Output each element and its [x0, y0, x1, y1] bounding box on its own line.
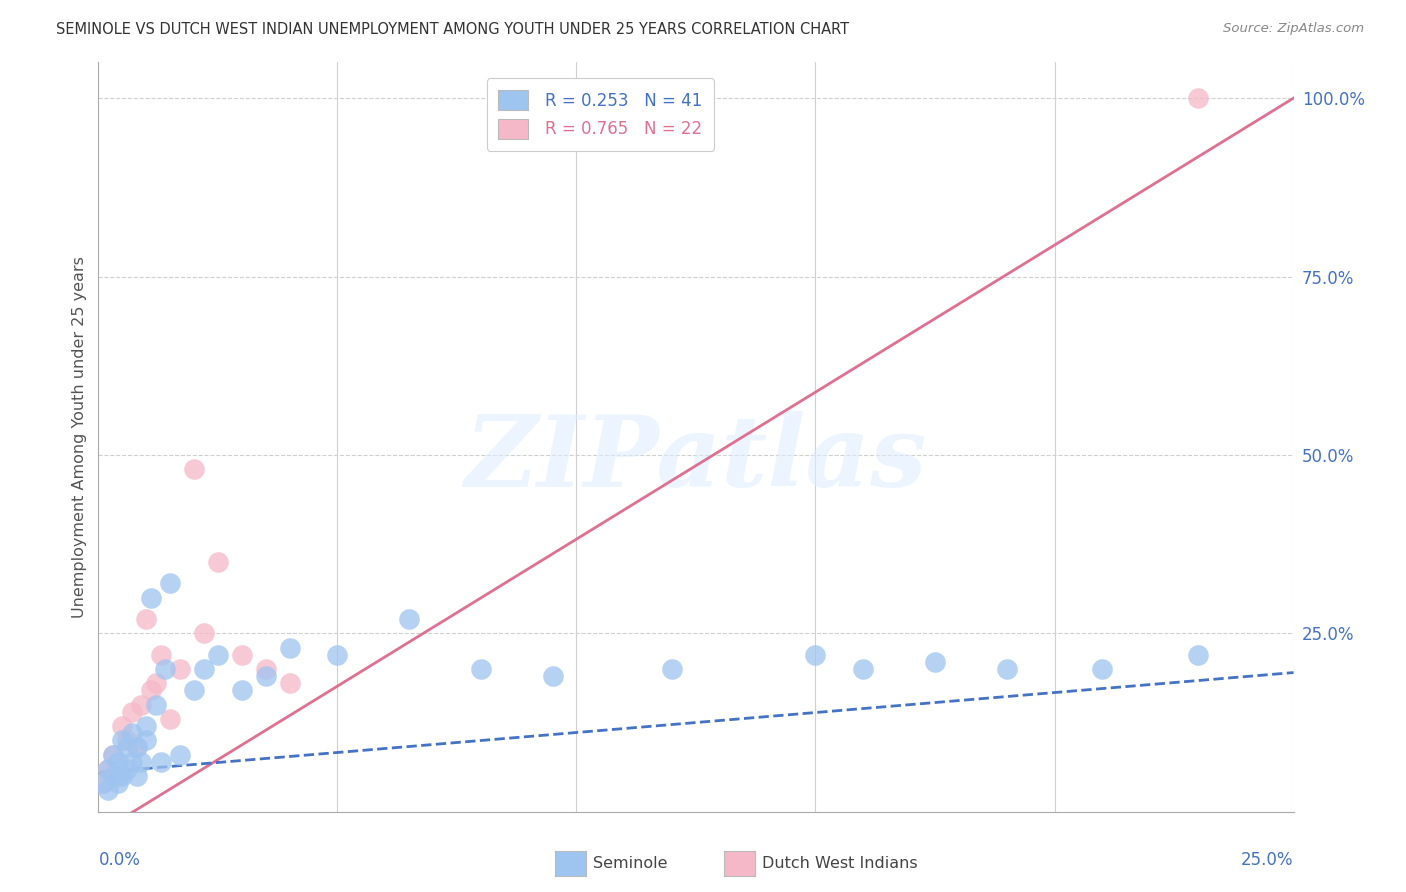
Text: 0.0%: 0.0% — [98, 851, 141, 869]
Text: Dutch West Indians: Dutch West Indians — [762, 856, 918, 871]
Point — [121, 705, 143, 719]
Point — [121, 755, 143, 769]
Point — [135, 612, 157, 626]
Point — [254, 662, 277, 676]
Text: Seminole: Seminole — [593, 856, 668, 871]
Point — [183, 683, 205, 698]
Point — [131, 698, 153, 712]
Point — [852, 662, 875, 676]
Point — [470, 662, 492, 676]
Point — [101, 747, 124, 762]
Point — [149, 755, 172, 769]
Point — [398, 612, 420, 626]
Point — [125, 769, 148, 783]
Point — [107, 755, 129, 769]
Point — [231, 683, 253, 698]
Point — [1187, 91, 1209, 105]
Point — [97, 762, 120, 776]
Point — [115, 733, 138, 747]
Point — [278, 640, 301, 655]
Point — [278, 676, 301, 690]
Point — [155, 662, 177, 676]
Point — [207, 555, 229, 569]
Point — [111, 733, 134, 747]
Point — [107, 776, 129, 790]
Point — [135, 733, 157, 747]
Point — [135, 719, 157, 733]
Point — [149, 648, 172, 662]
Text: 25.0%: 25.0% — [1241, 851, 1294, 869]
Point — [101, 769, 124, 783]
Point — [97, 762, 120, 776]
Point — [193, 626, 215, 640]
Point — [121, 726, 143, 740]
Point — [139, 591, 162, 605]
Point — [131, 755, 153, 769]
Point — [159, 712, 181, 726]
Point — [169, 662, 191, 676]
Point — [115, 740, 138, 755]
Point — [804, 648, 827, 662]
Point — [661, 662, 683, 676]
Point — [125, 740, 148, 755]
Point — [207, 648, 229, 662]
Point — [91, 776, 114, 790]
Point — [326, 648, 349, 662]
Point — [139, 683, 162, 698]
Point — [995, 662, 1018, 676]
Point — [145, 698, 167, 712]
Text: ZIPatlas: ZIPatlas — [465, 411, 927, 508]
Point — [1187, 648, 1209, 662]
Legend: R = 0.253   N = 41, R = 0.765   N = 22: R = 0.253 N = 41, R = 0.765 N = 22 — [486, 78, 714, 151]
Point — [145, 676, 167, 690]
Y-axis label: Unemployment Among Youth under 25 years: Unemployment Among Youth under 25 years — [72, 256, 87, 618]
Point — [193, 662, 215, 676]
Point — [231, 648, 253, 662]
Point — [125, 740, 148, 755]
Point — [91, 776, 114, 790]
Point — [111, 719, 134, 733]
Point — [101, 747, 124, 762]
Point — [183, 462, 205, 476]
Text: Source: ZipAtlas.com: Source: ZipAtlas.com — [1223, 22, 1364, 36]
Point — [541, 669, 564, 683]
Point — [169, 747, 191, 762]
Point — [115, 762, 138, 776]
Text: SEMINOLE VS DUTCH WEST INDIAN UNEMPLOYMENT AMONG YOUTH UNDER 25 YEARS CORRELATIO: SEMINOLE VS DUTCH WEST INDIAN UNEMPLOYME… — [56, 22, 849, 37]
Point — [111, 769, 134, 783]
Point — [97, 783, 120, 797]
Point — [254, 669, 277, 683]
Point — [159, 576, 181, 591]
Point — [107, 769, 129, 783]
Point — [1091, 662, 1114, 676]
Point — [924, 655, 946, 669]
